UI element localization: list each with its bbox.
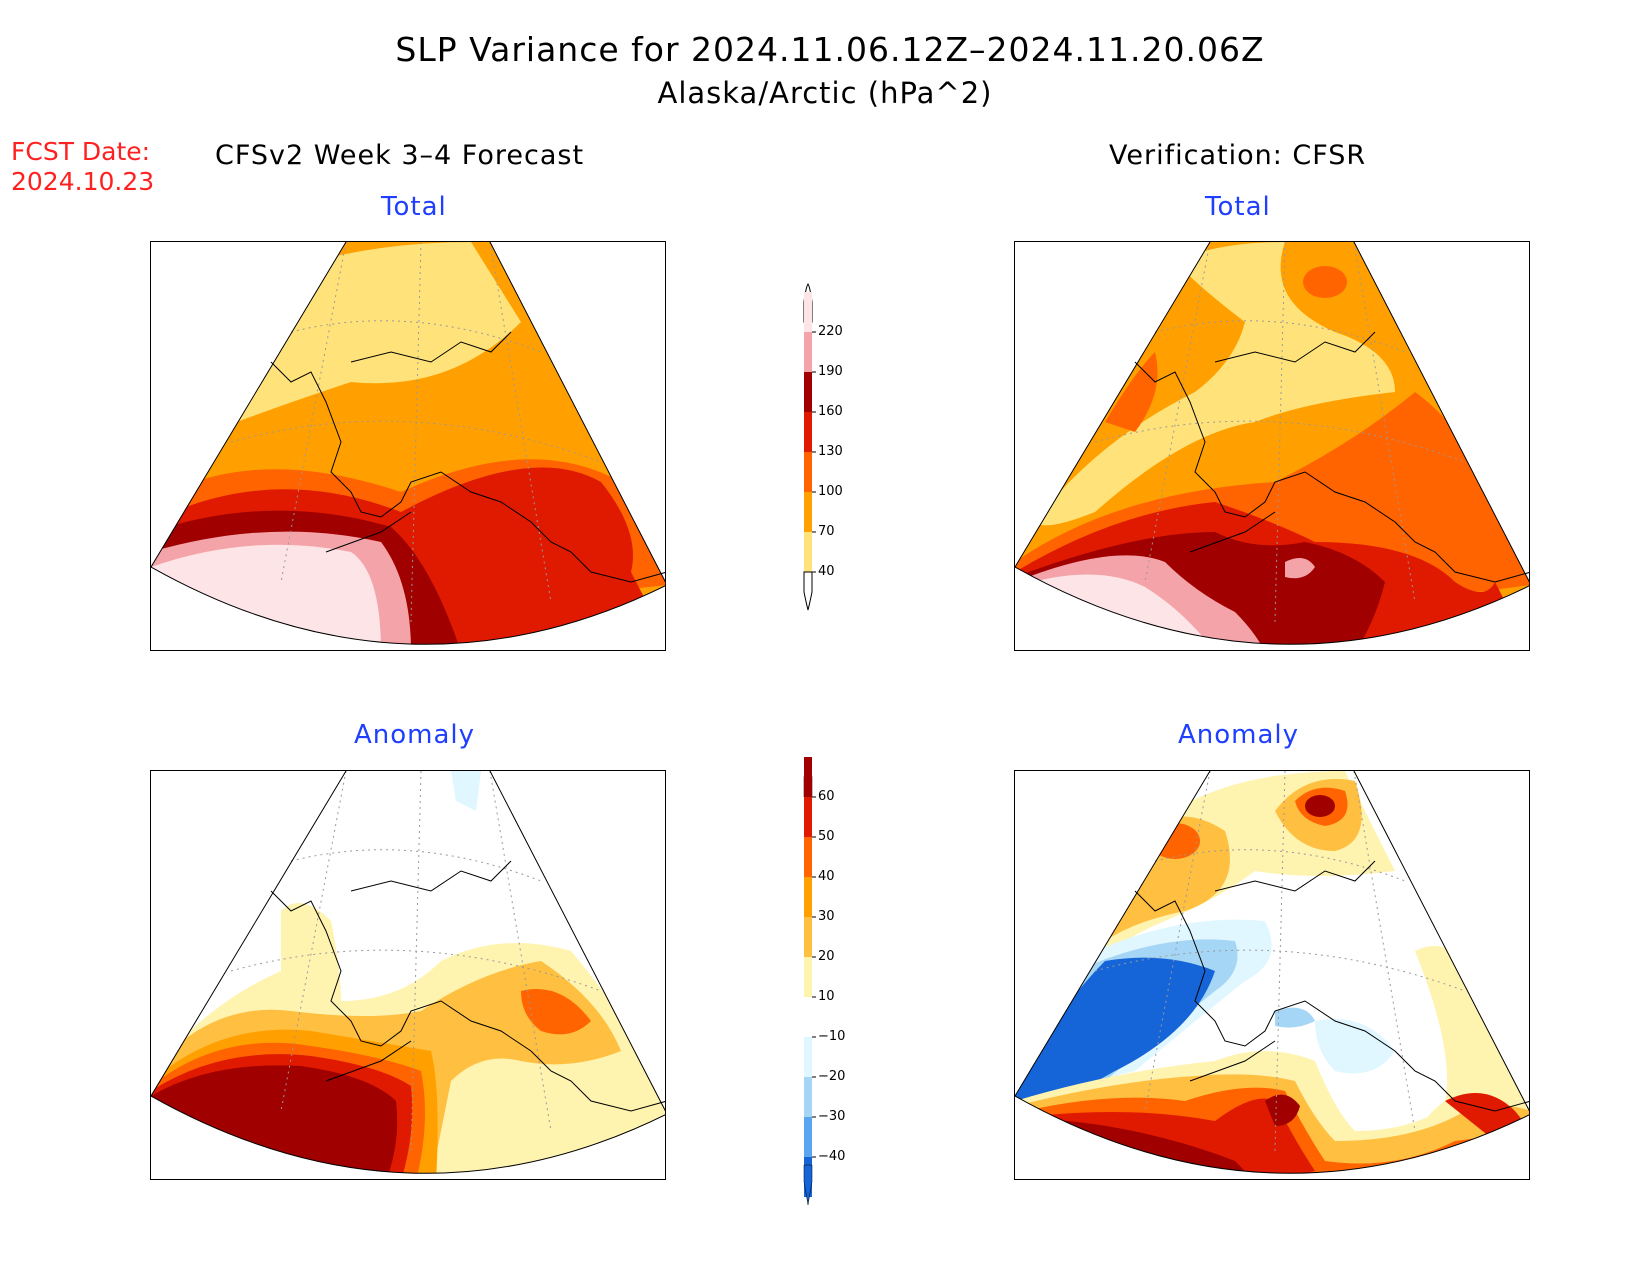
anomaly-colorbar-swatch: [804, 1077, 812, 1117]
outer-frame: [151, 242, 665, 645]
total-colorbar-tick-label: 130: [818, 444, 843, 459]
anomaly-colorbar-tick-label: 40: [818, 869, 835, 884]
grid-lines: [230, 771, 602, 1152]
total-colorbar-swatch: [804, 452, 812, 492]
anomaly-colorbar-swatch: [804, 1117, 812, 1157]
total-colorbar-swatch: [804, 532, 812, 572]
total-colorbar-bottom-cap: [803, 571, 813, 611]
anomaly-colorbar-swatch: [804, 797, 812, 837]
anomaly-colorbar-tick-label: 50: [818, 829, 835, 844]
forecast-date-value: 2024.10.23: [11, 167, 155, 196]
anomaly-colorbar-tick-label: 30: [818, 909, 835, 924]
anomaly-colorbar-tick-label: −40: [818, 1149, 846, 1164]
total-region-100-spot: [1303, 266, 1347, 298]
verification-column-header: Verification: CFSR: [1109, 140, 1367, 171]
total-colorbar-tick-label: 40: [818, 564, 835, 579]
forecast-date: FCST Date: 2024.10.23: [11, 137, 154, 197]
forecast-column-header: CFSv2 Week 3–4 Forecast: [215, 140, 585, 171]
outer-frame: [151, 771, 665, 1174]
total-colorbar-tick-label: 220: [818, 324, 843, 339]
forecast-total-label: Total: [381, 192, 447, 222]
outer-frame: [1015, 242, 1529, 645]
anomaly-region-neg20-spot: [1275, 1007, 1315, 1028]
total-colorbar-swatch: [804, 292, 812, 332]
total-colorbar-swatch: [804, 492, 812, 532]
total-colorbar-tick-label: 100: [818, 484, 843, 499]
main-subtitle: Alaska/Arctic (hPa^2): [657, 76, 993, 110]
coastline: [270, 331, 665, 583]
anomaly-colorbar-tick-label: −30: [818, 1109, 846, 1124]
anomaly-region-40-east: [521, 989, 591, 1035]
anomaly-colorbar-tick-label: 60: [818, 789, 835, 804]
total-region-190-spot: [1285, 558, 1315, 579]
anomaly-region-neg40: [1015, 957, 1215, 1101]
outer-frame: [1015, 771, 1529, 1174]
grid-lines: [1094, 242, 1466, 623]
forecast-total-map: [150, 241, 666, 651]
total-colorbar-tick-label: 190: [818, 364, 843, 379]
forecast-date-label: FCST Date:: [11, 137, 151, 166]
anomaly-colorbar-swatch: [804, 837, 812, 877]
anomaly-colorbar-tick-label: −20: [818, 1069, 846, 1084]
anomaly-colorbar-tick-label: 20: [818, 949, 835, 964]
coastline: [1134, 860, 1529, 1112]
total-colorbar-swatch: [804, 332, 812, 372]
anomaly-region-60: [151, 1065, 398, 1174]
anomaly-colorbar: 60 50 40 30 20 10 −10 −20 −30 −40: [796, 757, 876, 1207]
total-colorbar-swatch: [804, 372, 812, 412]
verification-anomaly-map: [1014, 770, 1530, 1180]
grid-lines: [1094, 771, 1466, 1152]
grid-lines: [230, 242, 602, 623]
anomaly-colorbar-swatch: [804, 957, 812, 997]
anomaly-region-neg10-east: [1315, 1019, 1395, 1074]
total-region-220: [151, 544, 381, 645]
total-colorbar-tick-label: 70: [818, 524, 835, 539]
forecast-anomaly-label: Anomaly: [354, 720, 476, 750]
coastline: [270, 860, 665, 1112]
total-colorbar: 220 190 160 130 100 70 40: [796, 282, 876, 612]
anomaly-colorbar-bottom-cap: [803, 1164, 813, 1206]
anomaly-colorbar-swatch: [804, 757, 812, 797]
anomaly-colorbar-tick-label: 10: [818, 989, 835, 1004]
verification-total-map: [1014, 241, 1530, 651]
anomaly-region-60-spot: [1265, 1094, 1300, 1126]
anomaly-colorbar-swatch: [804, 997, 812, 1037]
anomaly-colorbar-tick-label: −10: [818, 1029, 846, 1044]
anomaly-region-neg10: [451, 771, 481, 811]
total-colorbar-swatch: [804, 412, 812, 452]
anomaly-colorbar-swatch: [804, 1037, 812, 1077]
verification-anomaly-label: Anomaly: [1178, 720, 1300, 750]
main-title: SLP Variance for 2024.11.06.12Z–2024.11.…: [395, 30, 1265, 69]
anomaly-region-60-ne: [1305, 795, 1335, 817]
coastline: [1134, 331, 1529, 583]
forecast-anomaly-map: [150, 770, 666, 1180]
total-region-40-north: [1035, 242, 1395, 526]
verification-total-label: Total: [1205, 192, 1271, 222]
total-colorbar-tick-label: 160: [818, 404, 843, 419]
anomaly-colorbar-swatch: [804, 917, 812, 957]
anomaly-colorbar-swatch: [804, 877, 812, 917]
